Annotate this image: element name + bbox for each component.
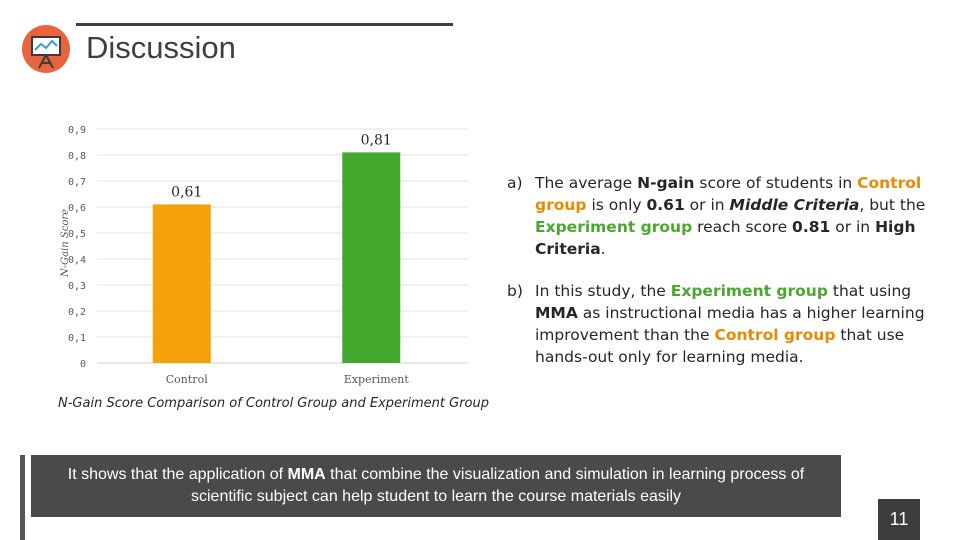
data-label: 0,81 [361,132,392,148]
y-tick-label: 0,6 [68,203,86,214]
conclusion-box: It shows that the application of MMA tha… [31,455,841,517]
conclusion-text: It shows that the application of MMA tha… [67,466,805,505]
finding-b-marker: b) [507,282,523,300]
finding-b: b) In this study, the Experiment group t… [507,280,932,368]
x-tick-label: Experiment [344,373,410,386]
x-tick-label: Control [166,373,208,386]
y-tick-label: 0,9 [68,125,86,136]
presentation-icon [22,25,70,73]
y-tick-label: 0,1 [68,333,86,344]
bar-experiment [342,152,401,363]
data-label: 0,61 [171,184,202,200]
finding-a-marker: a) [507,174,523,192]
accent-bar [20,455,25,540]
y-tick-label: 0,3 [68,281,86,292]
slide-title: Discussion [86,30,236,65]
y-tick-label: 0 [80,359,86,370]
title-rule [76,23,453,26]
y-axis-label: N-Gain Score [60,209,71,278]
page-number: 11 [878,499,920,540]
bar-control [152,204,211,363]
chart-caption: N-Gain Score Comparison of Control Group… [58,396,489,411]
y-tick-label: 0,5 [68,229,86,240]
y-tick-label: 0,8 [68,151,86,162]
finding-a-text: The average N-gain score of students in … [535,174,926,258]
y-tick-label: 0,2 [68,307,86,318]
y-tick-label: 0,4 [68,255,86,266]
y-tick-label: 0,7 [68,177,86,188]
finding-a: a) The average N-gain score of students … [507,172,932,260]
findings-list: a) The average N-gain score of students … [507,172,932,388]
finding-b-text: In this study, the Experiment group that… [535,282,925,366]
